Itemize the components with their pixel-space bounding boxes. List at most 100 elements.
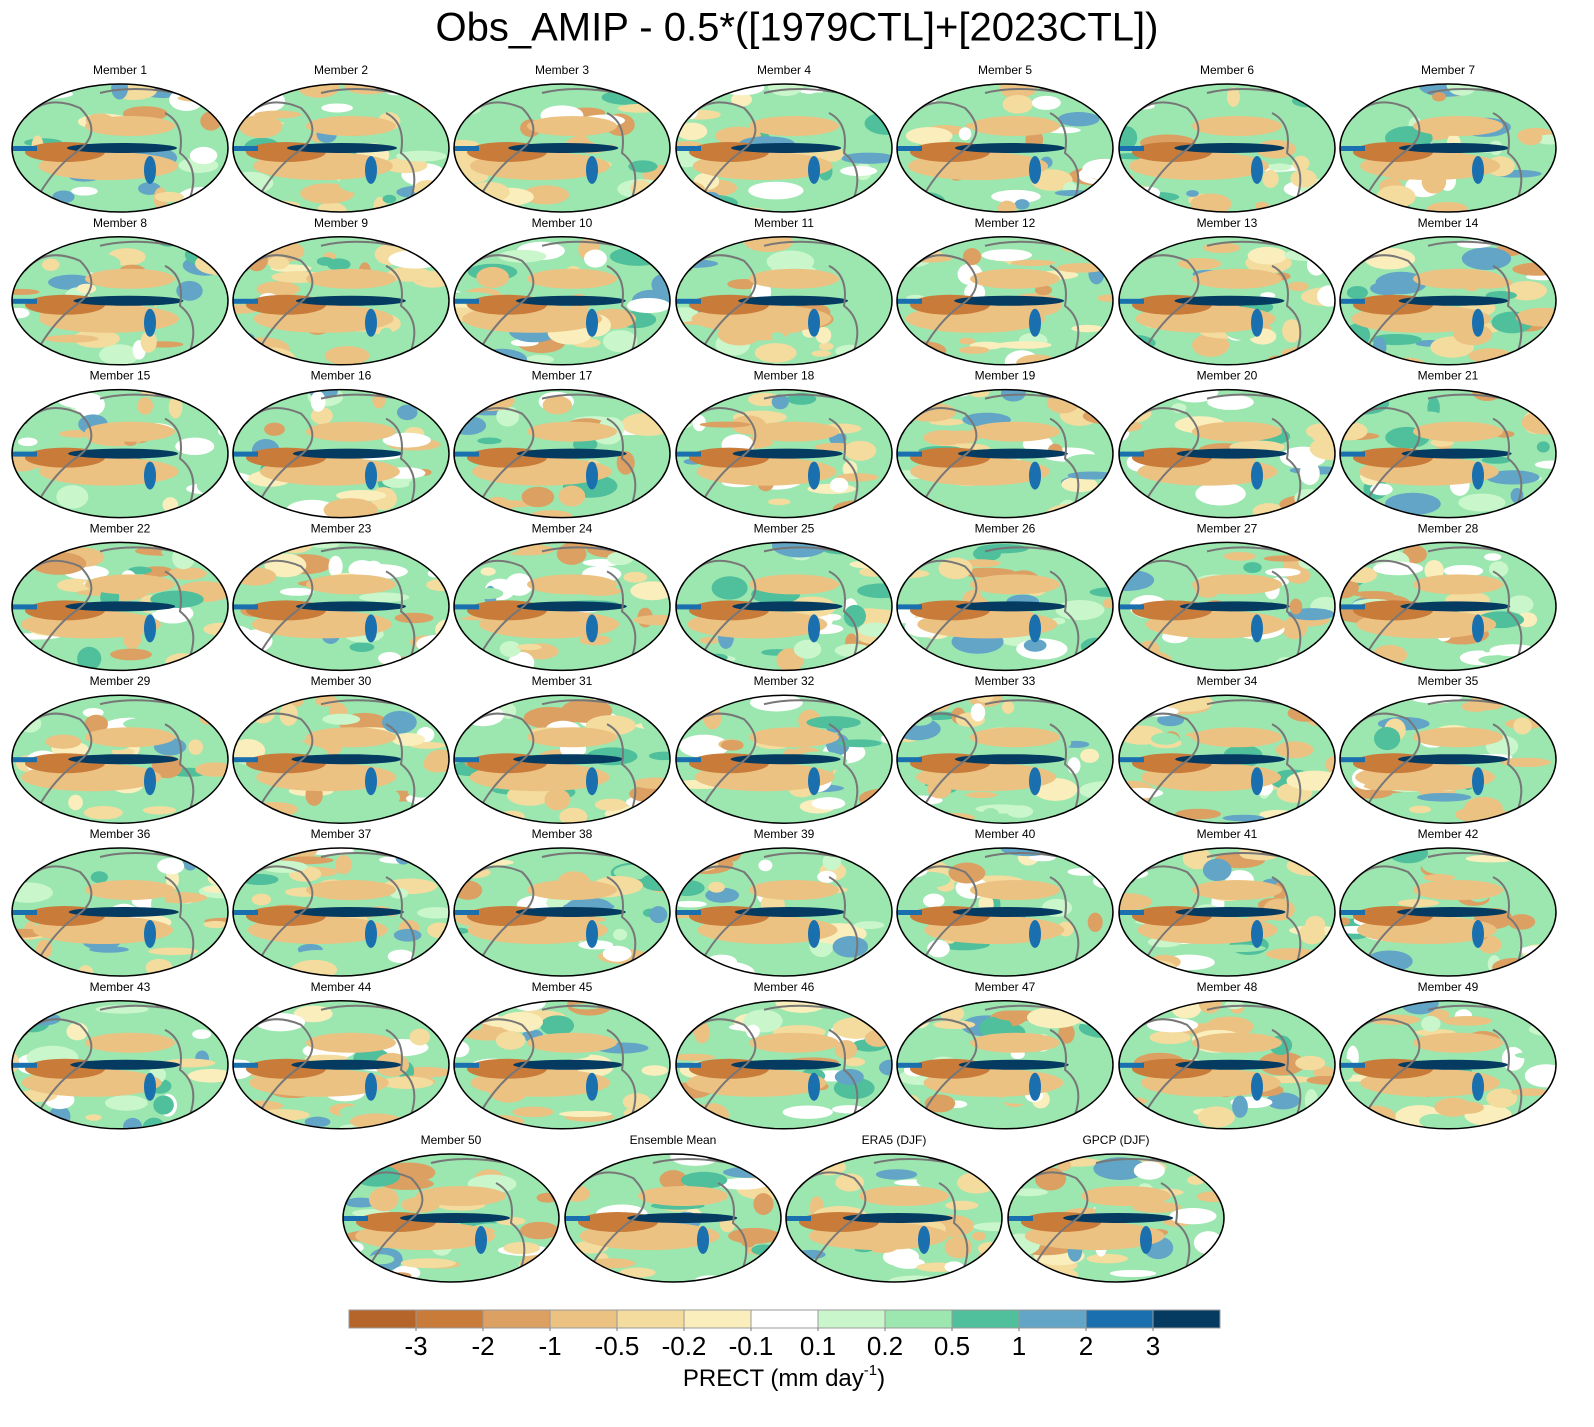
map-patch xyxy=(365,767,377,796)
map-patch xyxy=(1130,88,1144,105)
map-patch xyxy=(521,486,555,508)
map-panel xyxy=(676,84,892,212)
map-patch xyxy=(926,848,957,860)
map-patch xyxy=(897,848,952,860)
map-patch xyxy=(195,250,223,258)
map-patch xyxy=(970,116,1060,136)
map-patch xyxy=(123,1117,143,1129)
map-panel xyxy=(1340,542,1556,671)
map-patch xyxy=(295,601,406,612)
map-patch xyxy=(1515,307,1556,327)
map-patch xyxy=(432,790,449,800)
map-patch xyxy=(897,1100,906,1124)
map-patch xyxy=(52,190,75,204)
map-patch xyxy=(140,330,157,353)
map-patch xyxy=(897,1100,918,1121)
map-patch xyxy=(1155,84,1170,95)
map-patch xyxy=(1413,268,1503,289)
map-patch xyxy=(811,350,832,357)
map-patch xyxy=(202,1099,228,1116)
map-patch xyxy=(1340,1111,1371,1129)
map-patch xyxy=(1312,656,1329,671)
map-patch xyxy=(987,1259,1002,1282)
map-patch xyxy=(972,1222,1002,1232)
map-patch xyxy=(454,1040,470,1058)
map-panel xyxy=(897,389,1113,518)
map-patch xyxy=(417,907,449,919)
map-patch xyxy=(848,848,890,866)
map-patch xyxy=(835,1173,865,1192)
map-panel xyxy=(1119,389,1335,518)
map-patch xyxy=(1535,134,1556,145)
map-patch xyxy=(1119,1004,1149,1019)
map-patch xyxy=(1058,1022,1075,1044)
map-patch xyxy=(641,708,663,732)
map-patch xyxy=(903,191,946,211)
panel-title: GPCP (DJF) xyxy=(1082,1133,1149,1147)
map-patch xyxy=(85,727,175,748)
panel-title: Member 10 xyxy=(532,216,593,230)
map-outline xyxy=(11,1000,229,1130)
map-patch xyxy=(997,200,1017,212)
map-patch xyxy=(965,791,998,799)
map-patch xyxy=(633,777,670,789)
map-patch xyxy=(111,84,129,100)
map-patch xyxy=(1298,349,1330,365)
map-patch xyxy=(1034,1167,1067,1191)
map-patch xyxy=(708,881,725,893)
map-outline xyxy=(453,83,671,213)
map-patch xyxy=(897,569,930,579)
map-patch xyxy=(1002,94,1034,114)
map-patch xyxy=(137,397,154,415)
map-patch xyxy=(842,1213,953,1223)
map-outline xyxy=(1339,1000,1557,1130)
map-patch xyxy=(295,295,406,306)
map-outline xyxy=(896,694,1114,824)
map-patch xyxy=(1489,644,1537,657)
map-patch xyxy=(954,295,1065,306)
panel-title: Member 18 xyxy=(754,369,815,383)
map-patch xyxy=(841,152,892,164)
map-patch xyxy=(627,1213,738,1223)
map-patch xyxy=(365,308,377,337)
map-panel xyxy=(233,236,449,365)
map-patch xyxy=(68,754,179,765)
map-patch xyxy=(897,652,924,669)
panel-title: Member 35 xyxy=(1418,674,1479,688)
map-patch xyxy=(144,156,156,184)
map-patch xyxy=(1122,650,1173,671)
map-patch xyxy=(1364,247,1416,270)
map-patch xyxy=(854,921,885,930)
map-patch xyxy=(640,872,670,892)
map-patch xyxy=(767,84,804,97)
map-patch xyxy=(1397,754,1508,765)
map-patch xyxy=(706,954,737,969)
map-patch xyxy=(651,273,670,296)
map-patch xyxy=(522,185,570,205)
map-patch xyxy=(1545,241,1556,260)
map-outline xyxy=(896,236,1114,366)
map-patch xyxy=(66,143,177,153)
map-patch xyxy=(1534,739,1556,751)
map-patch xyxy=(1472,461,1484,490)
map-patch xyxy=(12,1119,25,1129)
panel-title: Member 27 xyxy=(1197,521,1258,535)
map-patch xyxy=(1023,638,1047,652)
map-patch xyxy=(454,84,490,96)
map-patch xyxy=(454,146,479,151)
map-patch xyxy=(1479,403,1523,426)
map-patch xyxy=(586,461,598,490)
map-panel xyxy=(454,84,670,212)
map-patch xyxy=(365,461,377,490)
colorbar-tick-label: 0.1 xyxy=(800,1331,836,1361)
map-patch xyxy=(454,880,483,900)
map-panel xyxy=(12,695,228,824)
map-patch xyxy=(848,389,888,402)
colorbar-tick-label: -0.5 xyxy=(595,1331,640,1361)
map-patch xyxy=(746,1024,760,1039)
map-patch xyxy=(859,1186,949,1206)
colorbar-tick-label: -3 xyxy=(404,1331,427,1361)
map-patch xyxy=(1262,169,1279,188)
map-patch xyxy=(1192,880,1282,900)
map-patch xyxy=(1536,441,1550,453)
